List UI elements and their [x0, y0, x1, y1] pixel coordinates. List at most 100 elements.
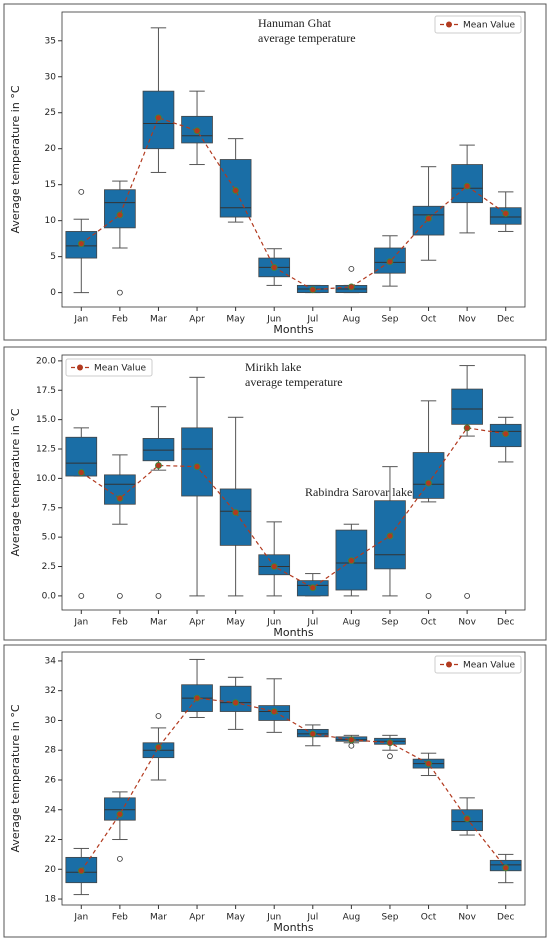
x-tick-label: Sep — [381, 315, 398, 325]
x-tick-label: Oct — [421, 618, 437, 628]
y-tick-label: 2.5 — [42, 562, 56, 572]
box — [412, 452, 445, 499]
legend-label: Mean Value — [94, 364, 147, 374]
panel-frame — [3, 644, 547, 938]
mean-marker — [309, 584, 317, 592]
y-tick-label: 15.0 — [36, 415, 56, 425]
mean-marker — [309, 730, 317, 738]
chart-title: Mirikh lake — [245, 360, 301, 374]
y-tick-label: 12.5 — [36, 445, 56, 455]
y-tick-label: 18 — [45, 895, 57, 905]
mean-marker — [347, 557, 355, 565]
mean-marker — [463, 424, 471, 432]
chart-title: Hanuman Ghat — [258, 16, 332, 30]
y-tick-label: 22 — [45, 835, 56, 845]
mean-marker — [116, 810, 124, 818]
y-axis-label: Average temperature in °C — [9, 85, 22, 233]
x-axis-label: Months — [273, 626, 313, 639]
mean-marker — [425, 215, 432, 222]
x-tick-label: Nov — [458, 315, 476, 325]
annotation: Rabindra Sarovar lake — [305, 485, 412, 499]
mean-marker — [193, 127, 201, 135]
x-tick-label: Apr — [189, 618, 205, 628]
x-tick-label: Mar — [150, 315, 167, 325]
x-tick-label: Feb — [112, 618, 128, 628]
chart-subtitle: average temperature — [258, 31, 356, 45]
x-tick-label: Jul — [306, 315, 318, 325]
y-tick-label: 0.0 — [42, 591, 57, 601]
mean-marker — [116, 211, 124, 219]
y-tick-label: 17.5 — [36, 386, 56, 396]
x-tick-label: Aug — [343, 315, 361, 325]
y-tick-label: 30 — [45, 716, 57, 726]
y-tick-label: 28 — [45, 746, 57, 756]
y-tick-label: 10.0 — [36, 474, 56, 484]
x-axis-label: Months — [273, 921, 313, 934]
flier — [155, 592, 162, 599]
legend-box — [65, 358, 153, 377]
mean-marker — [116, 494, 124, 502]
flier — [348, 265, 355, 272]
box — [219, 685, 252, 712]
plot-area — [61, 651, 526, 906]
y-tick-label: 7.5 — [42, 503, 56, 513]
x-tick-label: Jul — [306, 913, 318, 923]
y-tick-label: 0 — [50, 288, 56, 298]
x-tick-label: May — [226, 315, 245, 325]
x-tick-label: Jan — [73, 913, 88, 923]
legend-label: Mean Value — [463, 661, 516, 671]
plot-area — [61, 354, 526, 611]
x-tick-label: Dec — [497, 315, 514, 325]
x-tick-label: Apr — [189, 913, 205, 923]
flier — [116, 289, 123, 296]
x-tick-label: Nov — [458, 618, 476, 628]
x-tick-label: Oct — [421, 913, 437, 923]
mean-marker — [155, 114, 162, 122]
x-tick-label: Jan — [73, 315, 88, 325]
mean-marker — [425, 760, 432, 768]
mean-marker — [347, 283, 355, 291]
mean-line — [80, 117, 507, 291]
x-tick-label: Apr — [189, 315, 205, 325]
box — [181, 115, 213, 144]
legend-box — [434, 655, 522, 674]
box — [104, 189, 136, 229]
y-axis-label: Average temperature in °C — [9, 408, 22, 556]
x-tick-label: May — [226, 913, 245, 923]
plot-area — [61, 11, 526, 308]
flier — [387, 753, 393, 760]
flier — [78, 592, 85, 599]
y-tick-label: 34 — [45, 656, 57, 666]
mean-marker — [232, 509, 240, 516]
mean-marker — [155, 743, 162, 751]
mean-marker — [193, 463, 201, 471]
x-tick-label: Dec — [497, 618, 514, 628]
mean-marker — [502, 430, 510, 438]
legend-label: Mean Value — [463, 21, 516, 31]
flier — [116, 855, 123, 862]
mean-marker — [155, 462, 162, 469]
y-tick-label: 35 — [45, 36, 56, 46]
mean-marker — [232, 699, 240, 706]
mean-marker — [463, 815, 471, 823]
y-tick-label: 32 — [45, 686, 56, 696]
flier — [425, 592, 432, 599]
y-tick-label: 20 — [45, 144, 57, 154]
mean-marker — [77, 867, 85, 875]
flier — [116, 592, 123, 599]
mean-marker — [270, 708, 278, 715]
legend-marker — [446, 661, 452, 668]
x-tick-label: Mar — [150, 618, 167, 628]
x-tick-label: Jun — [266, 913, 281, 923]
y-tick-label: 24 — [45, 805, 57, 815]
x-axis-label: Months — [273, 323, 313, 336]
x-tick-label: Aug — [343, 913, 361, 923]
flier — [155, 713, 162, 719]
y-tick-label: 5.0 — [42, 533, 57, 543]
mean-marker — [502, 864, 510, 872]
flier — [464, 592, 471, 599]
mean-marker — [386, 258, 394, 266]
box — [219, 488, 252, 546]
y-tick-label: 30 — [45, 72, 57, 82]
box — [104, 797, 136, 821]
